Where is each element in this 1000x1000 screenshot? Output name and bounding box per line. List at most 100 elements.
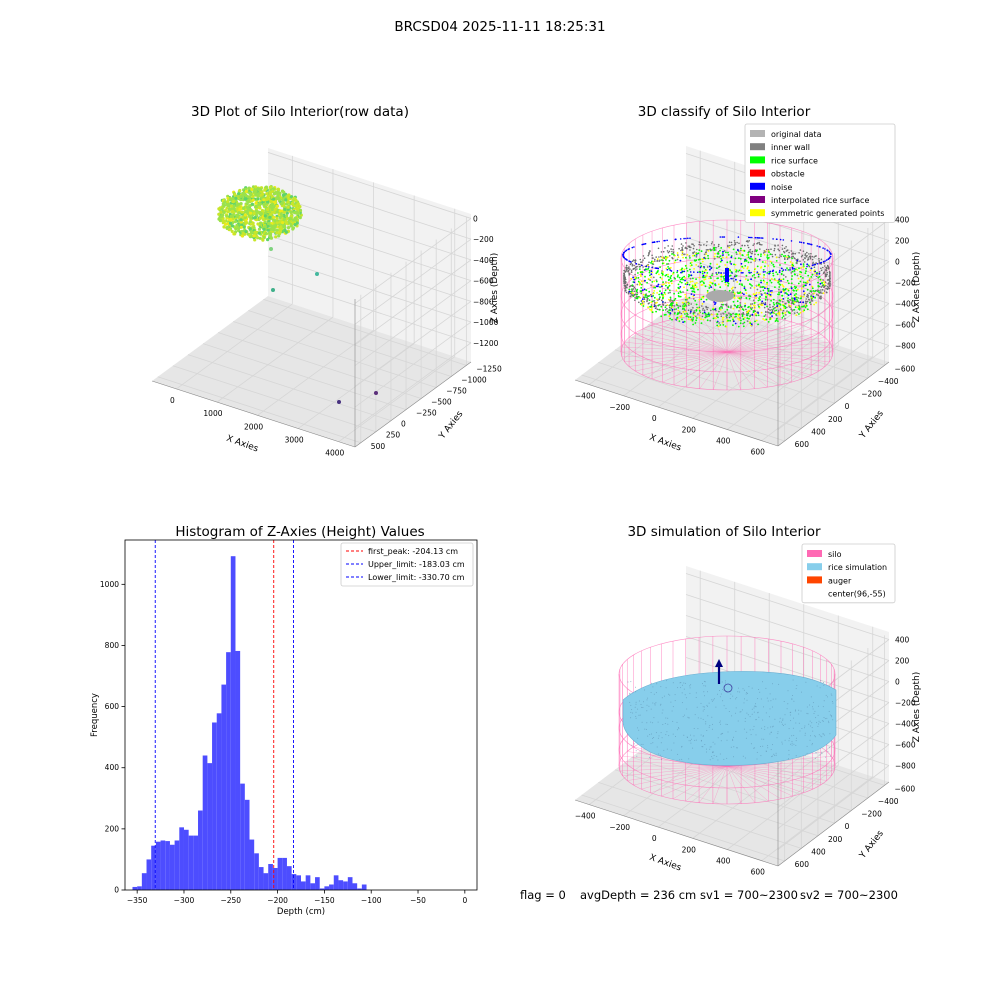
classified-point — [657, 270, 659, 272]
surface-mesh-dot — [653, 737, 655, 738]
raw-point — [235, 215, 239, 219]
inner-wall-point — [738, 310, 740, 312]
classified-point — [752, 311, 755, 314]
classified-point — [722, 303, 724, 306]
surface-mesh-dot — [646, 699, 648, 701]
classified-point — [689, 310, 692, 313]
silo-wire-spoke — [726, 765, 832, 777]
surface-mesh-dot — [702, 746, 704, 748]
inner-wall-point — [749, 251, 751, 253]
classified-point — [806, 308, 809, 311]
classified-point — [722, 312, 724, 315]
classified-point — [669, 309, 671, 311]
grid-line — [631, 756, 835, 824]
surface-mesh-dot — [641, 721, 643, 723]
classified-point — [722, 250, 724, 253]
raw-point — [219, 210, 223, 214]
inner-wall-point — [700, 244, 702, 246]
surface-mesh-dot — [672, 733, 674, 735]
classified-point — [753, 307, 756, 310]
classified-point — [699, 266, 702, 269]
classified-point — [818, 272, 821, 275]
classified-point — [805, 270, 807, 273]
classified-point — [746, 267, 749, 270]
raw-point — [251, 221, 255, 225]
surface-mesh-dot — [792, 727, 794, 729]
classified-point — [755, 314, 758, 317]
surface-mesh-dot — [815, 717, 817, 719]
classified-point — [740, 270, 743, 272]
classified-point — [772, 302, 775, 304]
raw-point — [266, 200, 270, 204]
grid-line — [685, 636, 890, 703]
silo-wire-spoke — [633, 765, 728, 786]
classified-point — [808, 277, 811, 280]
classified-point — [784, 311, 787, 314]
histogram-bar — [268, 864, 273, 890]
classified-point — [719, 255, 722, 257]
classified-point — [701, 272, 704, 275]
inner-wall-point — [624, 287, 626, 290]
classified-point — [766, 299, 769, 301]
surface-mesh-dot — [776, 737, 778, 739]
surface-mesh-dot — [781, 741, 783, 743]
noise-point — [674, 238, 677, 241]
classified-point — [747, 261, 750, 264]
classified-point — [737, 249, 739, 252]
classified-point — [760, 311, 763, 314]
classified-point — [801, 305, 803, 308]
inner-wall-point — [818, 257, 820, 260]
raw-point — [289, 210, 293, 214]
classified-point — [646, 281, 648, 284]
surface-mesh-dot — [804, 734, 806, 736]
inner-wall-point — [634, 297, 636, 299]
classified-point — [693, 291, 696, 293]
surface-mesh-dot — [764, 726, 766, 728]
surface-mesh-dot — [711, 728, 713, 730]
classified-point — [802, 277, 804, 279]
silo-wire-spoke — [726, 765, 827, 781]
surface-mesh-dot — [705, 685, 707, 687]
surface-mesh-dot — [725, 723, 727, 725]
noise-point — [772, 238, 774, 240]
classified-point — [775, 260, 778, 262]
classified-point — [699, 281, 702, 283]
classified-point — [813, 303, 815, 306]
classified-point — [787, 311, 790, 313]
legend-swatch — [750, 156, 765, 164]
inner-wall-point — [774, 245, 776, 247]
classified-point — [683, 308, 686, 310]
surface-mesh-dot — [783, 701, 785, 702]
raw-point — [239, 202, 243, 206]
classified-point — [719, 307, 721, 309]
figure-suptitle: BRCSD04 2025-11-11 18:25:31 — [394, 19, 605, 35]
classified-point — [682, 291, 684, 293]
classified-point — [726, 308, 729, 311]
inner-wall-point — [720, 313, 722, 315]
classified-point — [669, 277, 672, 280]
classified-point — [737, 314, 739, 316]
classified-point — [791, 264, 793, 267]
classified-point — [770, 299, 772, 302]
inner-wall-point — [825, 291, 828, 294]
grid-line — [692, 333, 804, 419]
surface-mesh-dot — [798, 709, 800, 711]
inner-wall-point — [725, 304, 728, 307]
classified-point — [791, 309, 794, 312]
silo-wire-spoke — [698, 765, 728, 803]
classified-point — [739, 308, 741, 310]
inner-wall-point — [690, 303, 692, 305]
inner-wall-point — [798, 252, 800, 254]
surface-mesh-dot — [749, 729, 751, 731]
raw-point — [243, 213, 247, 217]
grid-line — [267, 234, 472, 302]
inner-wall-point — [772, 305, 774, 308]
inner-wall-point — [671, 304, 674, 307]
classified-point — [649, 279, 652, 282]
classified-point — [737, 325, 740, 328]
classified-point — [766, 283, 768, 286]
surface-mesh-dot — [723, 758, 725, 760]
raw-point — [292, 196, 296, 200]
classified-point — [743, 293, 745, 296]
classified-point — [735, 253, 738, 256]
